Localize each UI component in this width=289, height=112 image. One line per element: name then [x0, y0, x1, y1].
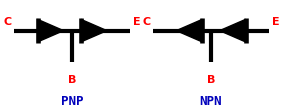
Text: NPN: NPN	[200, 94, 222, 107]
Polygon shape	[38, 20, 64, 43]
Polygon shape	[81, 20, 107, 43]
Text: C: C	[142, 17, 150, 27]
Text: B: B	[68, 74, 76, 84]
Text: E: E	[272, 17, 279, 27]
Text: E: E	[133, 17, 140, 27]
Text: B: B	[207, 74, 215, 84]
Polygon shape	[176, 20, 202, 43]
Text: C: C	[3, 17, 12, 27]
Text: PNP: PNP	[61, 94, 84, 107]
Polygon shape	[220, 20, 246, 43]
